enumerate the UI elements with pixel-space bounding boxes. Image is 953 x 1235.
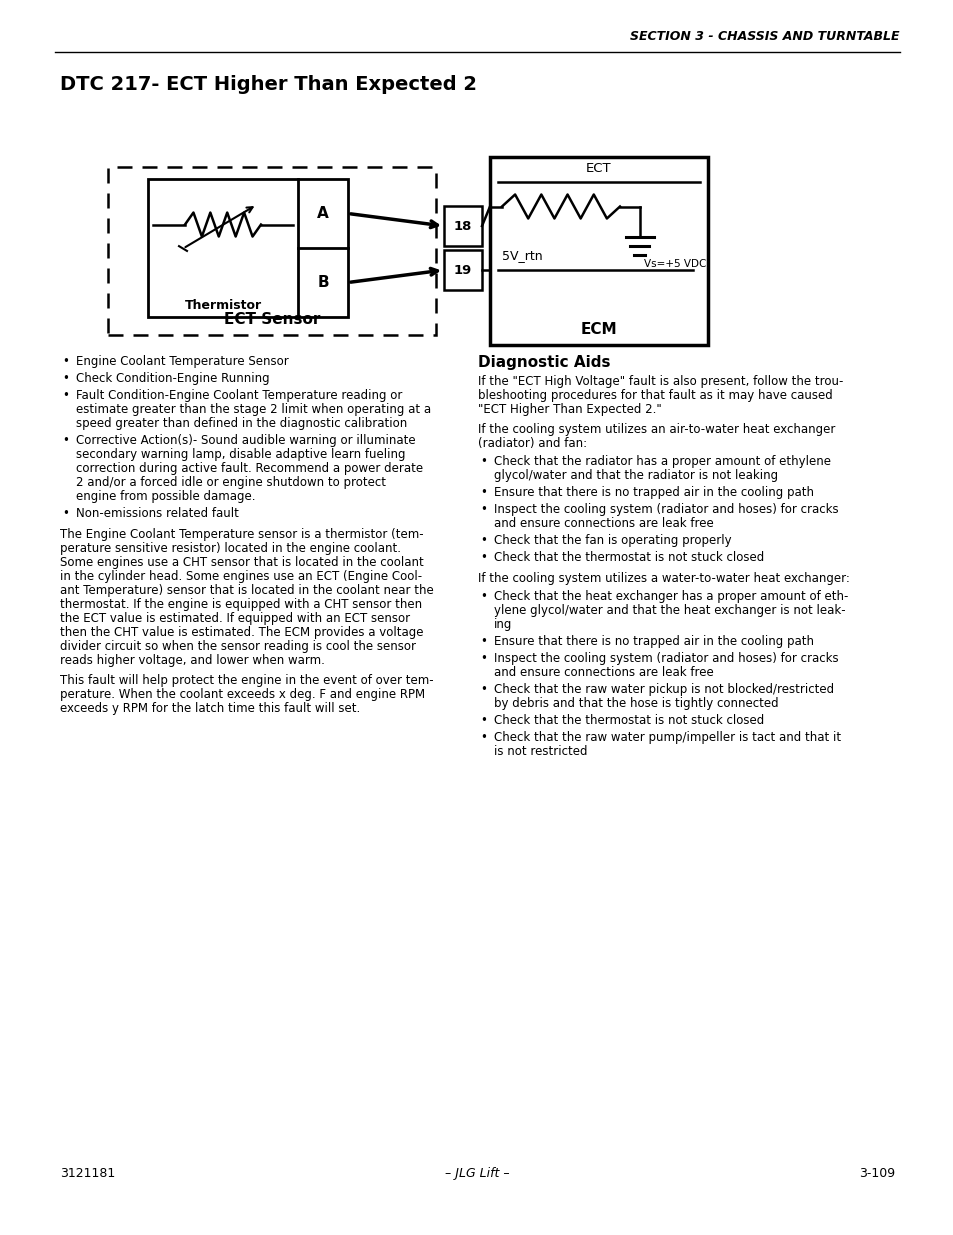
Text: bleshooting procedures for that fault as it may have caused: bleshooting procedures for that fault as… [477,389,832,403]
Text: ant Temperature) sensor that is located in the coolant near the: ant Temperature) sensor that is located … [60,584,434,597]
Text: SECTION 3 - CHASSIS AND TURNTABLE: SECTION 3 - CHASSIS AND TURNTABLE [630,30,899,43]
Text: Ensure that there is no trapped air in the cooling path: Ensure that there is no trapped air in t… [494,635,813,648]
Text: •: • [62,433,69,447]
Text: •: • [479,635,486,648]
Text: Check that the thermostat is not stuck closed: Check that the thermostat is not stuck c… [494,551,763,564]
Text: Inspect the cooling system (radiator and hoses) for cracks: Inspect the cooling system (radiator and… [494,652,838,664]
Text: •: • [479,683,486,697]
Text: perature sensitive resistor) located in the engine coolant.: perature sensitive resistor) located in … [60,542,400,555]
Text: ylene glycol/water and that the heat exchanger is not leak-: ylene glycol/water and that the heat exc… [494,604,844,618]
Text: Check that the thermostat is not stuck closed: Check that the thermostat is not stuck c… [494,714,763,727]
Text: •: • [479,714,486,727]
Text: secondary warning lamp, disable adaptive learn fueling: secondary warning lamp, disable adaptive… [76,448,405,461]
Text: 3-109: 3-109 [858,1167,894,1179]
Text: •: • [479,503,486,516]
Text: •: • [479,534,486,547]
Text: Check that the radiator has a proper amount of ethylene: Check that the radiator has a proper amo… [494,454,830,468]
Text: speed greater than defined in the diagnostic calibration: speed greater than defined in the diagno… [76,417,407,430]
Text: •: • [479,590,486,603]
Text: Check Condition-Engine Running: Check Condition-Engine Running [76,372,270,385]
Text: •: • [62,508,69,520]
Text: If the cooling system utilizes a water-to-water heat exchanger:: If the cooling system utilizes a water-t… [477,572,849,585]
Text: Corrective Action(s)- Sound audible warning or illuminate: Corrective Action(s)- Sound audible warn… [76,433,416,447]
Text: 2 and/or a forced idle or engine shutdown to protect: 2 and/or a forced idle or engine shutdow… [76,475,386,489]
Text: Diagnostic Aids: Diagnostic Aids [477,354,610,370]
Text: The Engine Coolant Temperature sensor is a thermistor (tem-: The Engine Coolant Temperature sensor is… [60,529,423,541]
Text: Check that the fan is operating properly: Check that the fan is operating properly [494,534,731,547]
Text: exceeds y RPM for the latch time this fault will set.: exceeds y RPM for the latch time this fa… [60,701,360,715]
Text: 18: 18 [454,220,472,232]
Text: engine from possible damage.: engine from possible damage. [76,490,255,503]
Text: Some engines use a CHT sensor that is located in the coolant: Some engines use a CHT sensor that is lo… [60,556,423,569]
Text: •: • [62,389,69,403]
Text: ing: ing [494,618,512,631]
Text: Inspect the cooling system (radiator and hoses) for cracks: Inspect the cooling system (radiator and… [494,503,838,516]
Text: ECM: ECM [580,322,617,337]
Text: "ECT Higher Than Expected 2.": "ECT Higher Than Expected 2." [477,403,661,416]
Text: Ensure that there is no trapped air in the cooling path: Ensure that there is no trapped air in t… [494,487,813,499]
Text: then the CHT value is estimated. The ECM provides a voltage: then the CHT value is estimated. The ECM… [60,626,423,638]
Text: ECT Sensor: ECT Sensor [224,312,320,327]
Text: reads higher voltage, and lower when warm.: reads higher voltage, and lower when war… [60,655,325,667]
Text: – JLG Lift –: – JLG Lift – [444,1167,509,1179]
Bar [490,157,707,345]
Text: thermostat. If the engine is equipped with a CHT sensor then: thermostat. If the engine is equipped wi… [60,598,421,611]
Text: Thermistor: Thermistor [184,299,261,312]
Text: A: A [316,206,329,221]
Text: •: • [479,551,486,564]
Text: Check that the raw water pickup is not blocked/restricted: Check that the raw water pickup is not b… [494,683,833,697]
Text: correction during active fault. Recommend a power derate: correction during active fault. Recommen… [76,462,423,475]
Text: in the cylinder head. Some engines use an ECT (Engine Cool-: in the cylinder head. Some engines use a… [60,571,421,583]
Bar [108,167,436,335]
Text: by debris and that the hose is tightly connected: by debris and that the hose is tightly c… [494,697,778,710]
Text: (radiator) and fan:: (radiator) and fan: [477,437,586,450]
Text: glyco​l/water and that the radiator is not leaking: glyco​l/water and that the radiator is n… [494,469,778,482]
Text: 3121181: 3121181 [60,1167,115,1179]
Text: and ensure connections are leak free: and ensure connections are leak free [494,517,713,530]
Text: •: • [479,731,486,743]
Text: •: • [479,454,486,468]
Bar [443,249,481,290]
Text: •: • [479,652,486,664]
Text: Engine Coolant Temperature Sensor: Engine Coolant Temperature Sensor [76,354,289,368]
Text: divider circuit so when the sensor reading is cool the sensor: divider circuit so when the sensor readi… [60,640,416,653]
Text: •: • [479,487,486,499]
Text: •: • [62,372,69,385]
Bar [443,206,481,246]
Text: Vs=+5 VDC: Vs=+5 VDC [643,258,705,268]
Text: Fault Condition-Engine Coolant Temperature reading or: Fault Condition-Engine Coolant Temperatu… [76,389,402,403]
Text: perature. When the coolant exceeds x deg. F and engine RPM: perature. When the coolant exceeds x deg… [60,688,425,701]
Text: Check that the heat exchanger has a proper amount of eth-: Check that the heat exchanger has a prop… [494,590,847,603]
Text: •: • [62,354,69,368]
Text: B: B [316,275,329,290]
Text: 19: 19 [454,263,472,277]
Text: is not restricted: is not restricted [494,745,587,758]
Text: If the "ECT High Voltage" fault is also present, follow the trou-: If the "ECT High Voltage" fault is also … [477,375,842,388]
Text: estimate greater than the stage 2 limit when operating at a: estimate greater than the stage 2 limit … [76,403,431,416]
Text: This fault will help protect the engine in the event of over tem-: This fault will help protect the engine … [60,674,434,687]
Bar [148,179,348,317]
Text: Check that the raw water pump/impeller is tact and that it: Check that the raw water pump/impeller i… [494,731,841,743]
Text: If the cooling system utilizes an air-to-water heat exchanger: If the cooling system utilizes an air-to… [477,424,835,436]
Text: ECT: ECT [585,162,611,175]
Text: the ECT value is estimated. If equipped with an ECT sensor: the ECT value is estimated. If equipped … [60,613,410,625]
Text: DTC 217- ECT Higher Than Expected 2: DTC 217- ECT Higher Than Expected 2 [60,75,476,94]
Text: and ensure connections are leak free: and ensure connections are leak free [494,666,713,679]
Text: 5V_rtn: 5V_rtn [501,249,542,262]
Text: Non-emissions related fault: Non-emissions related fault [76,508,238,520]
